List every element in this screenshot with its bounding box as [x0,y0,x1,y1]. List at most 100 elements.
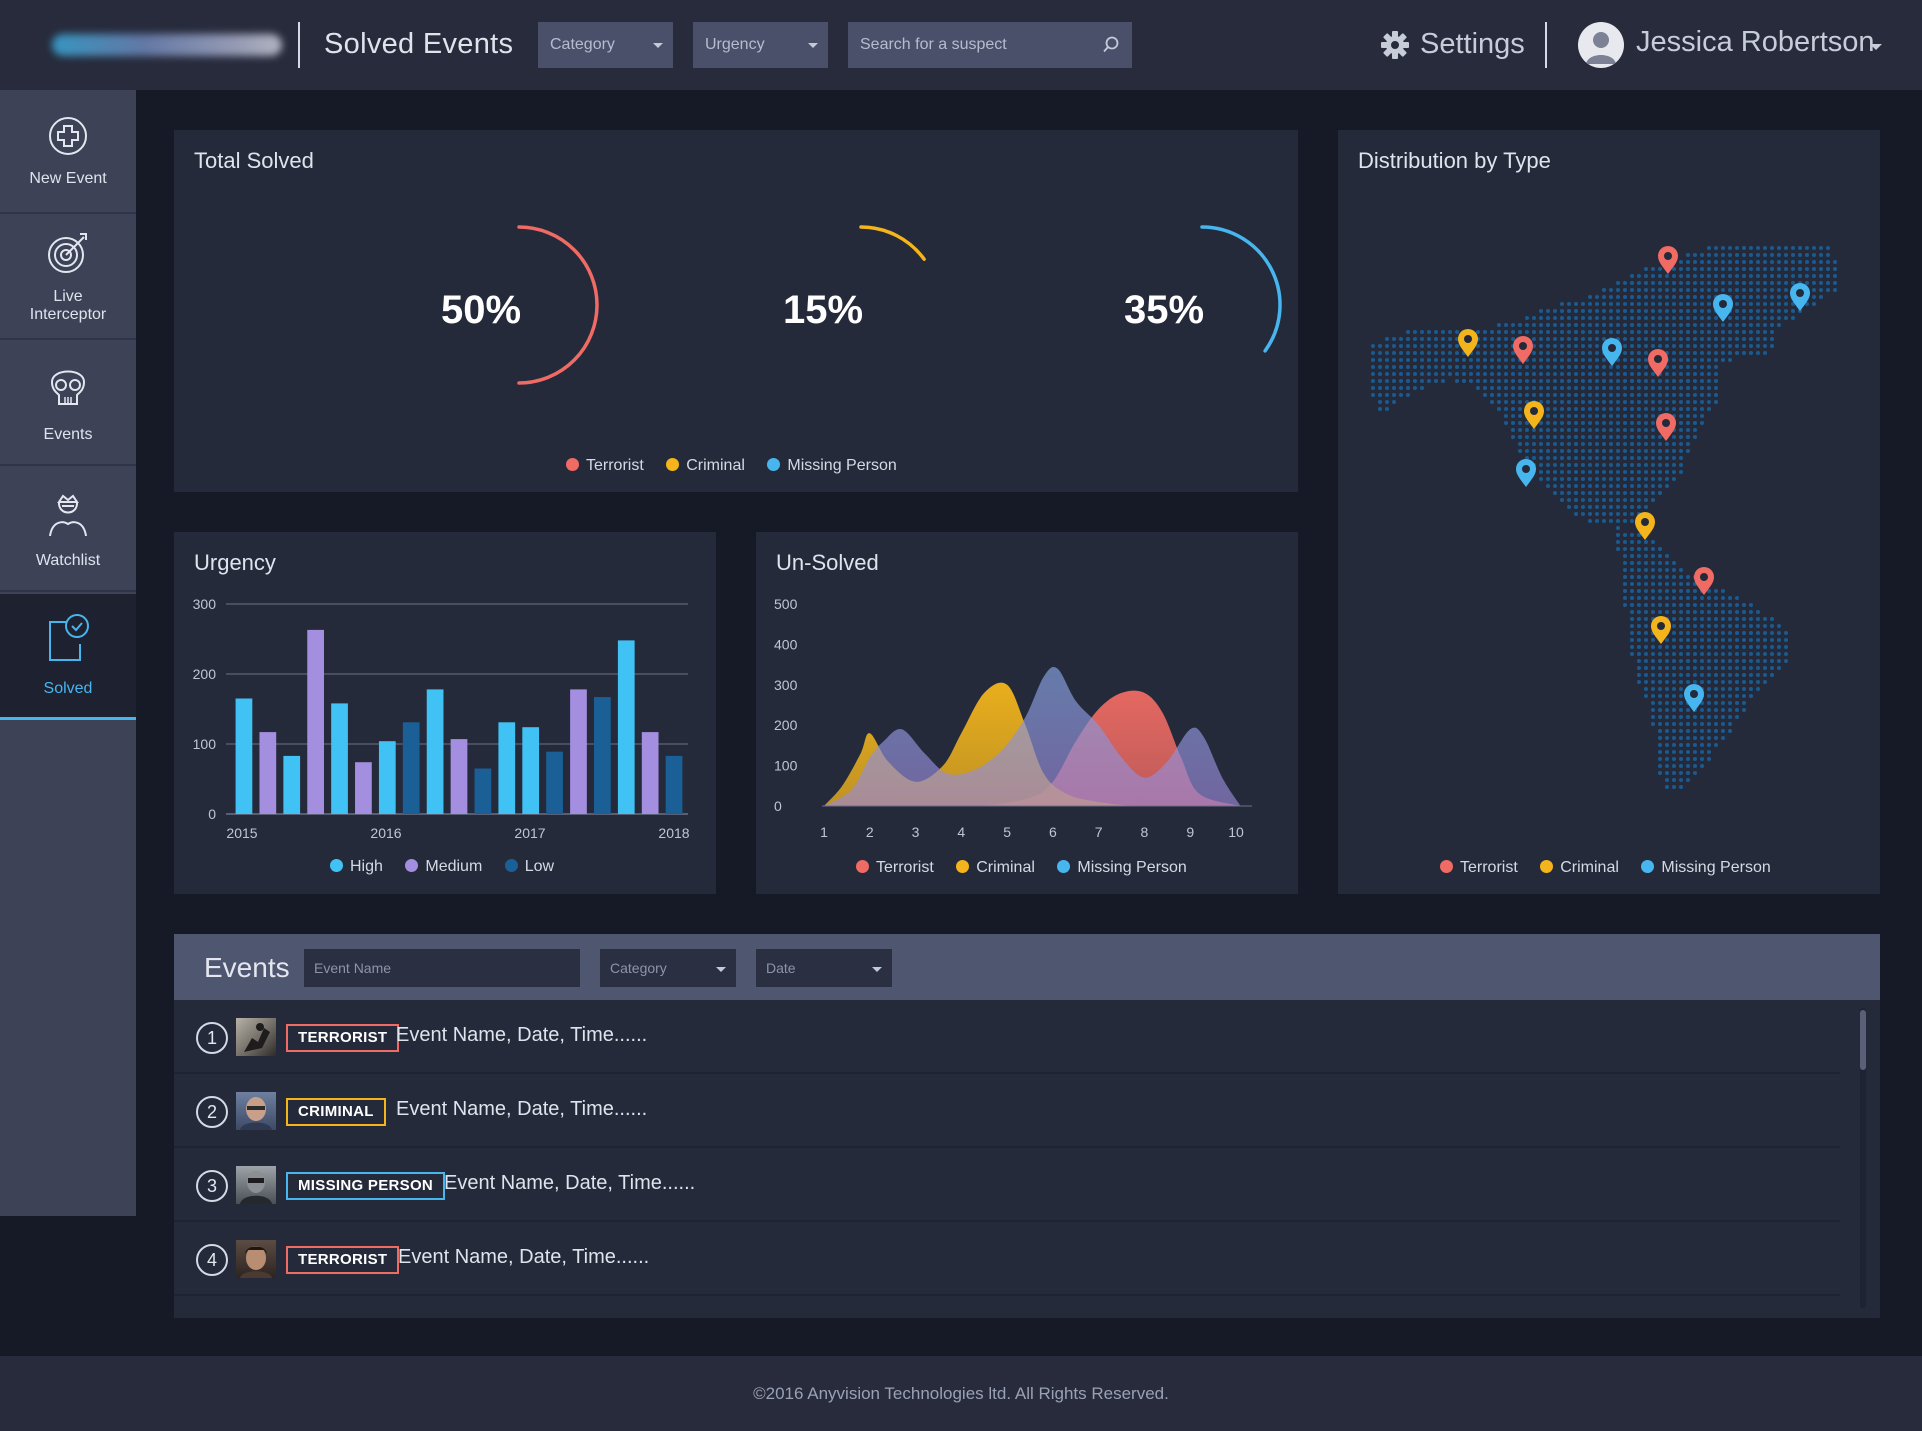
event-name-input[interactable]: Event Name [304,949,580,987]
sidebar-item-watchlist[interactable]: Watchlist [0,468,136,592]
event-thumbnail[interactable] [236,1018,276,1056]
area-series-missing-person[interactable] [824,667,1241,806]
table-row[interactable]: 1 TERRORIST Event Name, Date, Time...... [174,1002,1840,1074]
map-dot [1560,491,1564,495]
map-pin-criminal[interactable] [1651,616,1671,644]
search-icon[interactable] [1102,36,1120,54]
sidebar-item-events[interactable]: Events [0,342,136,466]
map-dot [1658,701,1662,705]
sidebar-item-new-event[interactable]: New Event [0,90,136,214]
bar[interactable] [617,640,635,814]
map-pin-criminal[interactable] [1524,401,1544,429]
bar[interactable] [283,755,301,814]
user-name[interactable]: Jessica Robertson [1636,26,1875,58]
map-dot [1511,400,1515,404]
map-pin-terrorist[interactable] [1648,349,1668,377]
map-dot [1560,330,1564,334]
map-dot [1567,302,1571,306]
map-dot [1637,498,1641,502]
map-dot [1721,603,1725,607]
category-dropdown[interactable]: Category [538,22,673,68]
event-thumbnail[interactable] [236,1166,276,1204]
map-dot [1784,302,1788,306]
map-dot [1714,260,1718,264]
bar[interactable] [546,751,563,814]
map-pin-missing-person[interactable] [1516,459,1536,487]
map-pin-missing-person[interactable] [1713,294,1733,322]
bar[interactable] [235,698,253,815]
chevron-down-icon[interactable] [1870,44,1882,50]
map-dot [1658,435,1662,439]
table-row[interactable]: 2 CRIMINAL Event Name, Date, Time...... [174,1076,1840,1148]
legend-dot [504,859,518,872]
map-pin-terrorist[interactable] [1658,246,1678,274]
sidebar-item-live-interceptor[interactable]: Live Interceptor [0,216,136,340]
event-date-dropdown[interactable]: Date [756,949,892,987]
map-pin-criminal[interactable] [1635,512,1655,540]
event-thumbnail[interactable] [236,1092,276,1130]
table-row[interactable]: 3 MISSING PERSON Event Name, Date, Time.… [174,1150,1840,1222]
map-dot [1630,533,1634,537]
event-category-label: Category [610,960,667,976]
bar[interactable] [474,768,492,815]
map-dot [1665,750,1669,754]
bar[interactable] [331,703,348,814]
map-dot [1742,617,1746,621]
map-dot [1756,624,1760,628]
map-dot [1567,316,1571,320]
map-dot [1581,365,1585,369]
bar[interactable] [402,722,420,814]
event-thumbnail[interactable] [236,1240,276,1278]
bar[interactable] [641,732,659,814]
map-dot [1805,274,1809,278]
map-dot [1658,316,1662,320]
map-dot [1609,470,1613,474]
map-dot [1707,694,1711,698]
map-dot [1679,764,1683,768]
map-pin-terrorist[interactable] [1513,336,1533,364]
event-category-dropdown[interactable]: Category [600,949,736,987]
bar[interactable] [378,741,396,814]
events-scrollbar-thumb[interactable] [1860,1010,1866,1070]
table-row[interactable]: 4 TERRORIST Event Name, Date, Time...... [174,1224,1840,1296]
avatar[interactable] [1578,22,1624,68]
suspect-search-input[interactable]: Search for a suspect [848,22,1132,68]
map-dot [1511,386,1515,390]
map-pin-terrorist[interactable] [1656,413,1676,441]
legend-item-terrorist: Terrorist [856,859,934,876]
map-dot [1679,456,1683,460]
bar[interactable] [355,762,372,814]
map-dot [1721,337,1725,341]
map-pin-missing-person[interactable] [1790,283,1810,311]
bar[interactable] [594,697,611,814]
map-dot [1826,281,1830,285]
bar[interactable] [426,689,444,814]
bar[interactable] [259,732,277,814]
map-dot [1553,337,1557,341]
map-pin-criminal[interactable] [1458,329,1478,357]
bar[interactable] [450,739,468,814]
map-dot [1609,512,1613,516]
map-pin-missing-person[interactable] [1602,338,1622,366]
map-dot [1721,659,1725,663]
map-dot [1728,666,1732,670]
map-pin-missing-person[interactable] [1684,684,1704,712]
map-dot [1735,666,1739,670]
bar[interactable] [498,722,516,814]
bar[interactable] [665,755,683,814]
map-dot [1567,435,1571,439]
map-dot [1658,568,1662,572]
urgency-dropdown[interactable]: Urgency [693,22,828,68]
map-dot [1637,610,1641,614]
distribution-map[interactable] [1338,130,1880,830]
map-dot [1546,428,1550,432]
bar[interactable] [522,727,540,814]
events-scrollbar[interactable] [1860,1008,1866,1308]
app-logo[interactable] [52,34,282,56]
bar[interactable] [570,689,587,814]
map-dot [1609,505,1613,509]
bar[interactable] [307,629,324,814]
sidebar-item-solved[interactable]: Solved [0,594,136,720]
map-pin-terrorist[interactable] [1694,567,1714,595]
map-dot [1574,484,1578,488]
